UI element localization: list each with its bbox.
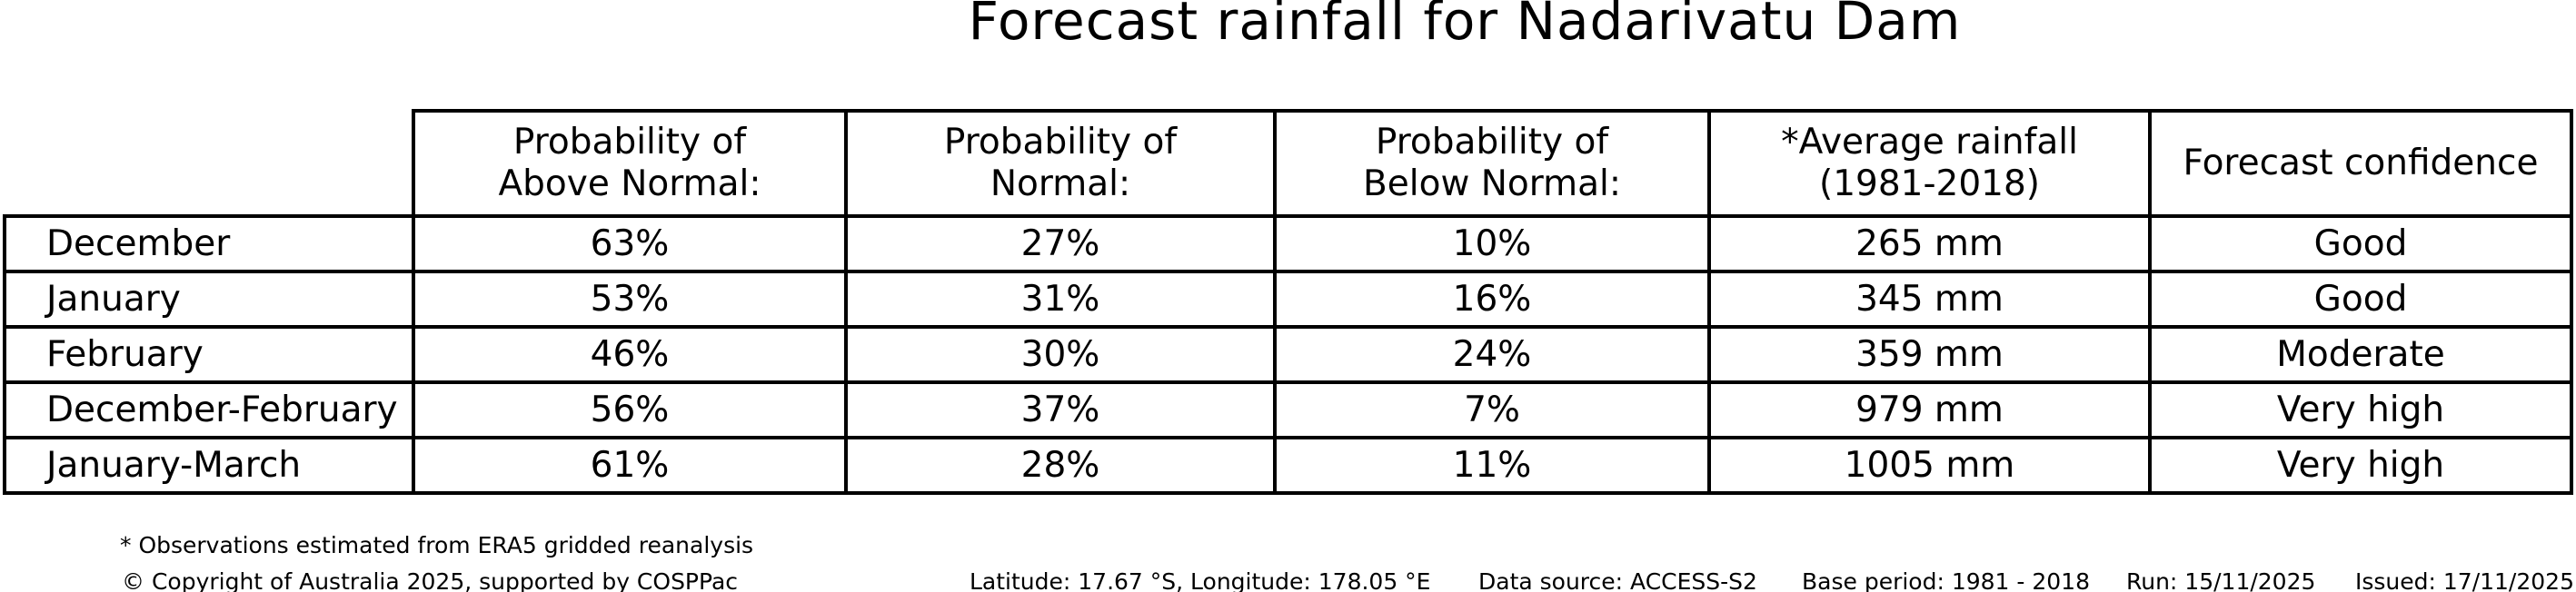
cell-prob-below: 10% [1273, 214, 1711, 273]
cell-average-rainfall: 345 mm [1707, 270, 2152, 329]
table-row: January-March 61% 28% 11% 1005 mm Very h… [3, 436, 2573, 495]
base-period-label: Base period: 1981 - 2018 [1802, 568, 2090, 592]
cell-period: January-March [3, 436, 415, 495]
cell-prob-normal: 30% [844, 325, 1277, 384]
cell-confidence: Good [2148, 214, 2573, 273]
cell-period: February [3, 325, 415, 384]
cell-prob-above: 63% [412, 214, 848, 273]
cell-confidence: Very high [2148, 436, 2573, 495]
data-source-label: Data source: ACCESS-S2 [1478, 568, 1757, 592]
copyright-notice: © Copyright of Australia 2025, supported… [122, 568, 739, 592]
cell-confidence: Good [2148, 270, 2573, 329]
header-prob-above-normal: Probability of Above Normal: [412, 109, 848, 218]
issued-date-label: Issued: 17/11/2025 [2355, 568, 2574, 592]
cell-prob-below: 11% [1273, 436, 1711, 495]
cell-prob-above: 56% [412, 380, 848, 439]
table-header-row: Probability of Above Normal: Probability… [5, 109, 2573, 218]
header-average-rainfall: *Average rainfall (1981-2018) [1707, 109, 2152, 218]
run-date-label: Run: 15/11/2025 [2126, 568, 2316, 592]
cell-prob-normal: 27% [844, 214, 1277, 273]
cell-prob-normal: 28% [844, 436, 1277, 495]
table-row: February 46% 30% 24% 359 mm Moderate [3, 325, 2573, 384]
cell-confidence: Moderate [2148, 325, 2573, 384]
table-row: December-February 56% 37% 7% 979 mm Very… [3, 380, 2573, 439]
table-row: December 63% 27% 10% 265 mm Good [3, 214, 2573, 273]
cell-prob-above: 53% [412, 270, 848, 329]
cell-prob-above: 46% [412, 325, 848, 384]
cell-period: December [3, 214, 415, 273]
cell-average-rainfall: 359 mm [1707, 325, 2152, 384]
observations-footnote: * Observations estimated from ERA5 gridd… [120, 532, 754, 558]
cell-prob-normal: 31% [844, 270, 1277, 329]
forecast-table: Probability of Above Normal: Probability… [3, 109, 2573, 495]
cell-average-rainfall: 979 mm [1707, 380, 2152, 439]
chart-title: Forecast rainfall for Nadarivatu Dam [968, 0, 1962, 52]
cell-prob-above: 61% [412, 436, 848, 495]
location-coordinates: Latitude: 17.67 °S, Longitude: 178.05 °E [970, 568, 1431, 592]
cell-prob-below: 16% [1273, 270, 1711, 329]
header-prob-normal: Probability of Normal: [844, 109, 1277, 218]
header-prob-below-normal: Probability of Below Normal: [1273, 109, 1711, 218]
header-forecast-confidence: Forecast confidence [2148, 109, 2573, 218]
cell-average-rainfall: 1005 mm [1707, 436, 2152, 495]
cell-average-rainfall: 265 mm [1707, 214, 2152, 273]
cell-prob-below: 24% [1273, 325, 1711, 384]
cell-period: December-February [3, 380, 415, 439]
cell-prob-below: 7% [1273, 380, 1711, 439]
cell-period: January [3, 270, 415, 329]
cell-confidence: Very high [2148, 380, 2573, 439]
table-row: January 53% 31% 16% 345 mm Good [3, 270, 2573, 329]
cell-prob-normal: 37% [844, 380, 1277, 439]
table-corner-empty [5, 111, 413, 216]
